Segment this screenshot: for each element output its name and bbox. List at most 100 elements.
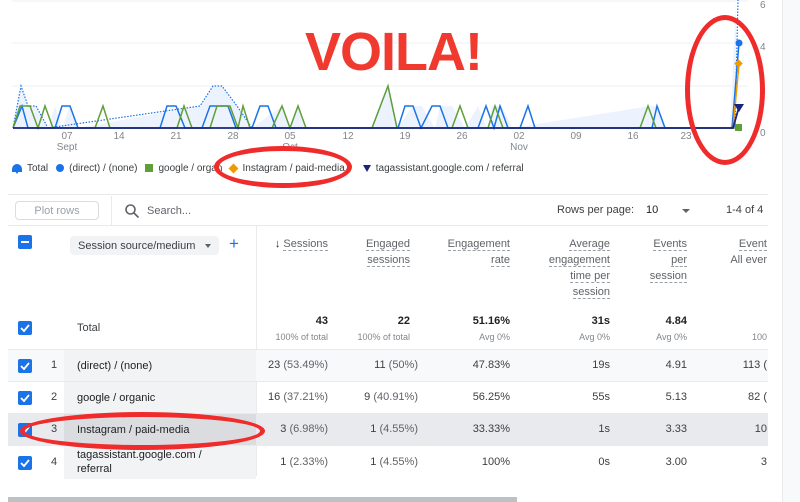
- total-events-per-session: 4.84: [665, 315, 687, 327]
- legend-item-instagram[interactable]: Instagram / paid-media: [229, 163, 345, 174]
- table-row[interactable]: 2 google / organic 16 (37.21%) 9 (40.91%…: [8, 381, 768, 413]
- cell-events-per-session: 4.91: [665, 359, 687, 371]
- pagination-text: 1-4 of 4: [726, 204, 764, 216]
- column-header-avg-engagement-time[interactable]: Average engagement time per session: [548, 238, 610, 299]
- table-toolbar: Plot rows Rows per page: 10 1-4 of 4: [0, 196, 770, 226]
- cell-event-count: 3: [760, 456, 767, 468]
- column-header-sessions[interactable]: ↓ Sessions: [274, 238, 328, 251]
- total-engaged-sessions: 22: [397, 315, 410, 327]
- cell-avg-time: 55s: [592, 391, 610, 403]
- cell-engaged: 1 (4.55%): [370, 456, 418, 468]
- add-dimension-button[interactable]: +: [229, 234, 239, 253]
- x-tick: 05 Oct: [282, 131, 298, 153]
- cell-engagement-rate: 33.33%: [472, 423, 510, 435]
- table-row-highlighted[interactable]: 3 Instagram / paid-media 3 (6.98%) 1 (4.…: [8, 413, 768, 445]
- cell-engaged: 1 (4.55%): [370, 423, 418, 435]
- cell-sessions: 3 (6.98%): [280, 423, 328, 435]
- legend-item-direct[interactable]: (direct) / (none): [56, 163, 137, 174]
- row-checkbox[interactable]: [18, 423, 32, 437]
- total-avg-time-sub: Avg 0%: [579, 332, 610, 342]
- checkmark-icon: [20, 426, 30, 435]
- table-row[interactable]: 4 tagassistant.google.com / referral 1 (…: [8, 445, 768, 479]
- divider: [111, 196, 112, 226]
- row-checkbox[interactable]: [18, 456, 32, 470]
- x-tick: 26: [456, 131, 468, 142]
- cell-events-per-session: 5.13: [665, 391, 687, 403]
- row-index: 1: [51, 359, 58, 371]
- cell-engaged: 11 (50%): [374, 359, 418, 371]
- minus-icon: [21, 241, 29, 243]
- checkmark-icon: [20, 362, 30, 371]
- chart-plot: [12, 0, 748, 131]
- voila-annotation: VOILA!: [305, 22, 483, 82]
- checkmark-icon: [20, 324, 30, 333]
- legend-item-google-organic[interactable]: google / organic: [145, 163, 222, 174]
- total-avg-time: 31s: [591, 315, 610, 327]
- cell-events-per-session: 3.33: [665, 423, 687, 435]
- total-engagement-rate-sub: Avg 0%: [479, 332, 510, 342]
- total-row-checkbox[interactable]: [18, 321, 32, 335]
- row-index: 4: [51, 456, 58, 468]
- vertical-scrollbar-track[interactable]: [782, 0, 800, 502]
- y-tick: 2: [760, 86, 766, 97]
- chevron-down-icon[interactable]: [682, 209, 690, 213]
- total-events-per-session-sub: Avg 0%: [656, 332, 687, 342]
- direct-marker: [735, 39, 743, 47]
- total-engagement-rate: 51.16%: [472, 315, 510, 327]
- column-header-engagement-rate[interactable]: Engagement rate: [447, 238, 510, 267]
- row-dimension[interactable]: Instagram / paid-media: [77, 424, 190, 436]
- rows-per-page-select[interactable]: 10: [646, 204, 659, 216]
- horizontal-scrollbar[interactable]: [8, 497, 517, 502]
- tagassistant-marker: [734, 104, 744, 112]
- row-dimension[interactable]: tagassistant.google.com / referral: [77, 449, 202, 475]
- row-dimension[interactable]: google / organic: [77, 392, 156, 404]
- y-tick: 0: [760, 128, 766, 139]
- legend-item-tagassistant[interactable]: tagassistant.google.com / referral: [362, 163, 524, 174]
- checkmark-icon: [20, 394, 30, 403]
- rows-per-page-label: Rows per page:: [557, 204, 635, 216]
- dimension-selector[interactable]: Session source/medium: [70, 236, 220, 255]
- row-checkbox[interactable]: [18, 359, 32, 373]
- select-all-checkbox[interactable]: [18, 235, 32, 249]
- column-header-engaged-sessions[interactable]: Engaged sessions: [365, 238, 410, 267]
- sort-down-arrow-icon: ↓: [274, 238, 281, 250]
- triangle-marker-icon: [362, 164, 371, 172]
- cell-avg-time: 19s: [592, 359, 610, 371]
- row-checkbox[interactable]: [18, 391, 32, 405]
- table-row[interactable]: 1 (direct) / (none) 23 (53.49%) 11 (50%)…: [8, 349, 768, 381]
- chevron-down-icon: [205, 243, 212, 248]
- cell-avg-time: 1s: [598, 423, 610, 435]
- cell-engagement-rate: 56.25%: [472, 391, 510, 403]
- cell-sessions: 16 (37.21%): [268, 391, 328, 403]
- row-index: 2: [51, 391, 58, 403]
- plot-rows-button[interactable]: Plot rows: [15, 201, 99, 220]
- chart-legend: Total (direct) / (none) google / organic…: [12, 160, 532, 176]
- y-tick: 4: [760, 42, 766, 53]
- google-marker: [735, 124, 742, 131]
- x-tick: 19: [399, 131, 411, 142]
- sessions-line-chart: 07 Sept 14 21 28 05 Oct 12 19 26 02 Nov 09 …: [0, 0, 782, 160]
- legend-item-total[interactable]: Total: [12, 163, 48, 174]
- row-dimension[interactable]: (direct) / (none): [77, 360, 153, 372]
- search-input[interactable]: [147, 202, 347, 220]
- x-tick: 28: [227, 131, 239, 142]
- total-sessions: 43: [315, 315, 328, 327]
- checkmark-icon: [20, 459, 30, 468]
- search-icon: [125, 204, 140, 219]
- x-tick: 02 Nov: [510, 131, 528, 153]
- cell-event-count: 82 (: [748, 391, 767, 403]
- column-header-events-per-session[interactable]: Events per session: [649, 238, 687, 283]
- cell-sessions: 1 (2.33%): [280, 456, 328, 468]
- x-tick: 23: [680, 131, 692, 142]
- x-tick: 09: [570, 131, 582, 142]
- cell-events-per-session: 3.00: [665, 456, 687, 468]
- total-event-count-sub: 100: [751, 332, 767, 342]
- total-sessions-sub: 100% of total: [275, 332, 328, 342]
- divider: [8, 194, 768, 195]
- x-tick: 07 Sept: [56, 131, 78, 153]
- circle-marker-icon: [56, 164, 65, 172]
- x-tick: 12: [342, 131, 354, 142]
- cell-engagement-rate: 100%: [481, 456, 510, 468]
- column-header-event-count[interactable]: Event All ever: [730, 238, 767, 266]
